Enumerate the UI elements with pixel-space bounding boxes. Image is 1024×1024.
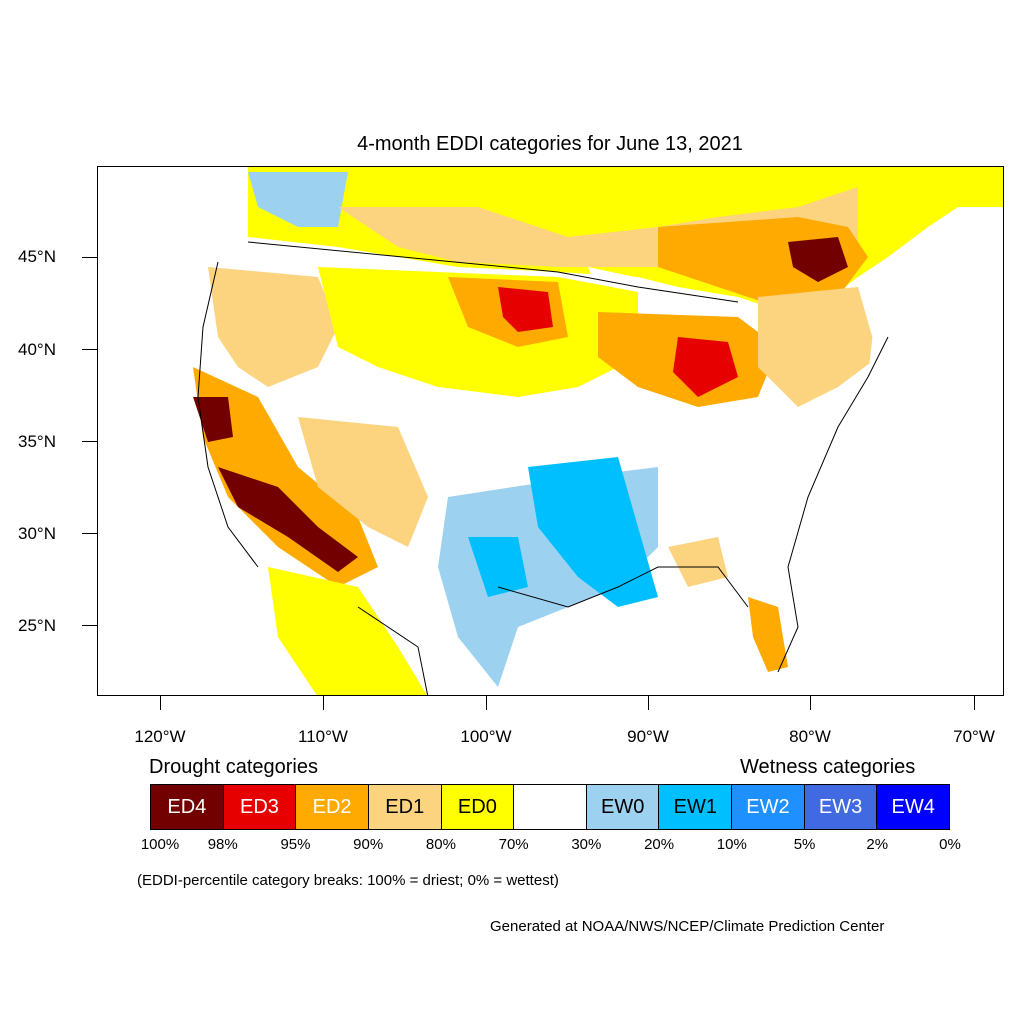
florida-ed2 <box>748 597 788 672</box>
legend-cell: EW3 <box>804 785 878 829</box>
lat-tick <box>82 349 97 350</box>
southeast-ed1 <box>668 537 728 587</box>
percent-break-label: 0% <box>939 836 961 853</box>
lon-label-70: 70°W <box>953 727 995 746</box>
wetness-heading: Wetness categories <box>740 756 916 778</box>
drought-heading: Drought categories <box>149 756 318 778</box>
legend-cell: EW0 <box>586 785 660 829</box>
atlantic-ocean <box>788 227 1003 695</box>
legend-cell: ED1 <box>368 785 442 829</box>
percent-break-label: 30% <box>571 836 602 853</box>
legend-cell: ED4 <box>151 785 224 829</box>
arkansas-ew1 <box>528 457 658 607</box>
percent-break-label: 5% <box>793 836 816 853</box>
lat-label-30: 30°N <box>18 524 56 543</box>
percent-break-label: 98% <box>207 836 238 853</box>
legend-cell: ED0 <box>441 785 515 829</box>
lon-tick <box>974 696 975 710</box>
lat-label-40: 40°N <box>18 340 56 359</box>
lat-tick <box>82 625 97 626</box>
northeast-ed2 <box>758 287 878 407</box>
lat-label-25: 25°N <box>18 616 56 635</box>
lon-label-80: 80°W <box>789 727 831 746</box>
lat-tick <box>82 257 97 258</box>
lon-label-90: 90°W <box>627 727 669 746</box>
southwest-ed4 <box>218 467 358 572</box>
lon-tick <box>810 696 811 710</box>
credit-line: Generated at NOAA/NWS/NCEP/Climate Predi… <box>490 918 885 935</box>
legend-cell <box>514 785 587 829</box>
percent-break-label: 80% <box>425 836 456 853</box>
lat-tick <box>82 441 97 442</box>
lon-label-110: 110°W <box>298 727 348 746</box>
lat-label-45: 45°N <box>18 247 56 266</box>
percent-break-label: 90% <box>353 836 384 853</box>
legend-cell: EW1 <box>659 785 733 829</box>
eddi-map <box>193 167 1003 695</box>
legend-cell: EW4 <box>877 785 950 829</box>
northwest-ed1 <box>208 267 338 387</box>
lon-label-120: 120°W <box>134 727 186 746</box>
mexico-ed0 <box>268 567 427 695</box>
percent-break-label: 2% <box>866 836 889 853</box>
canada-blue <box>248 172 348 227</box>
lat-label-35: 35°N <box>18 432 56 451</box>
percent-break-label: 70% <box>498 836 529 853</box>
map-title: 4-month EDDI categories for June 13, 202… <box>357 133 743 155</box>
california-ed4 <box>193 397 233 442</box>
legend-cell: ED3 <box>223 785 297 829</box>
dakota-ed3 <box>498 287 553 332</box>
lat-tick <box>82 533 97 534</box>
category-note: (EDDI-percentile category breaks: 100% =… <box>137 872 559 889</box>
percent-break-label: 10% <box>716 836 747 853</box>
percent-break-label: 100% <box>140 836 180 853</box>
legend-cell: ED2 <box>296 785 369 829</box>
lon-tick <box>648 696 649 710</box>
map-panel <box>97 166 1004 696</box>
category-legend: ED4 ED3 ED2 ED1 ED0 EW0 EW1 EW2 EW3 EW4 <box>150 784 950 830</box>
percent-break-label: 20% <box>644 836 675 853</box>
canada-ed4-ontario <box>788 237 848 282</box>
southwest-ed1 <box>298 417 428 547</box>
california-ed2 <box>193 367 378 587</box>
lon-tick <box>323 696 324 710</box>
texas-ew1 <box>468 537 528 597</box>
lon-label-100: 100°W <box>460 727 512 746</box>
lon-tick <box>486 696 487 710</box>
percent-break-label: 95% <box>280 836 311 853</box>
border-lines <box>197 241 889 695</box>
lon-tick <box>160 696 161 710</box>
michigan-ed3 <box>673 337 738 397</box>
legend-cell: EW2 <box>732 785 805 829</box>
